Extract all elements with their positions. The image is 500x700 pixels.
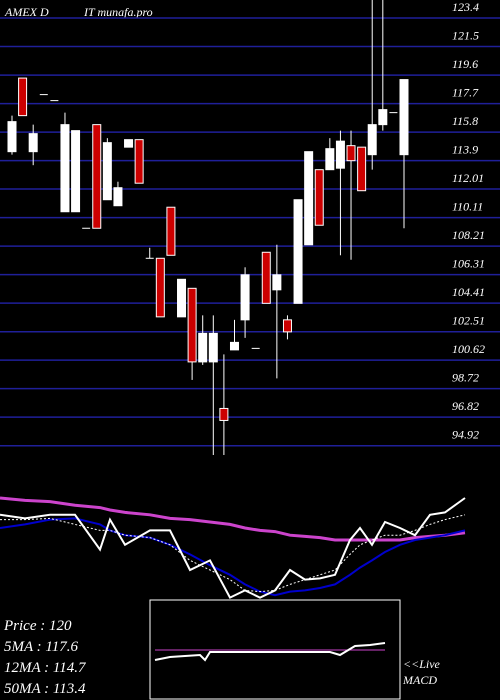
candle-body (187, 287, 197, 363)
series-line (154, 642, 386, 662)
macd-label: <<Live (403, 657, 441, 671)
candle-body (155, 257, 165, 318)
candle-body (198, 332, 208, 363)
y-tick-label: 115.8 (452, 114, 478, 128)
y-tick-label: 106.31 (452, 257, 485, 271)
candle-body (346, 145, 356, 162)
candle-body (18, 77, 28, 117)
y-tick-label: 104.41 (452, 285, 485, 299)
y-tick-label: 112.01 (452, 171, 484, 185)
series-line (0, 496, 466, 542)
candle-body (166, 206, 176, 256)
series-line (0, 514, 466, 593)
candle-body (357, 146, 367, 192)
candle-body (124, 139, 134, 148)
candle-body (367, 124, 377, 156)
y-tick-label: 110.11 (452, 200, 483, 214)
candle-body (293, 199, 303, 304)
y-tick-label: 108.21 (452, 228, 485, 242)
candle-body (102, 142, 112, 201)
chart-subtitle: IT munafa.pro (83, 5, 153, 19)
candle-body (240, 274, 250, 321)
candle-body (177, 278, 187, 318)
candle-body (378, 109, 388, 126)
info-text: 12MA : 114.7 (4, 660, 87, 676)
y-tick-label: 96.82 (452, 399, 479, 413)
candle-body (325, 148, 335, 171)
y-tick-label: 94.92 (452, 428, 479, 442)
candle-body (272, 274, 282, 291)
y-tick-label: 123.4 (452, 0, 479, 14)
info-text: 50MA : 113.4 (4, 681, 86, 697)
candle-body (28, 133, 38, 153)
candle-body (7, 121, 17, 153)
candle-body (60, 124, 70, 213)
candle-body (219, 407, 229, 421)
y-tick-label: 119.6 (452, 57, 478, 71)
candle-body (335, 140, 345, 169)
candle-body (314, 169, 324, 226)
macd-box (149, 599, 401, 700)
macd-label: MACD (402, 673, 437, 687)
candle-body (229, 341, 239, 351)
candle-body (208, 332, 218, 363)
candle-body (399, 79, 409, 156)
series-line (0, 497, 466, 599)
candle-body (261, 251, 271, 304)
y-tick-label: 121.5 (452, 29, 479, 43)
y-tick-label: 98.72 (452, 371, 479, 385)
candle-body (304, 151, 314, 246)
info-text: Price : 120 (3, 618, 72, 634)
y-tick-label: 100.62 (452, 342, 485, 356)
candle-body (113, 187, 123, 207)
chart-title: AMEX D (4, 5, 49, 19)
candle-body (71, 130, 81, 213)
y-tick-label: 113.9 (452, 143, 478, 157)
candle-body (92, 124, 102, 229)
y-tick-label: 117.7 (452, 86, 479, 100)
candle-body (134, 139, 144, 184)
info-text: 5MA : 117.6 (4, 639, 79, 655)
candle-body (282, 319, 292, 333)
y-tick-label: 102.51 (452, 314, 485, 328)
